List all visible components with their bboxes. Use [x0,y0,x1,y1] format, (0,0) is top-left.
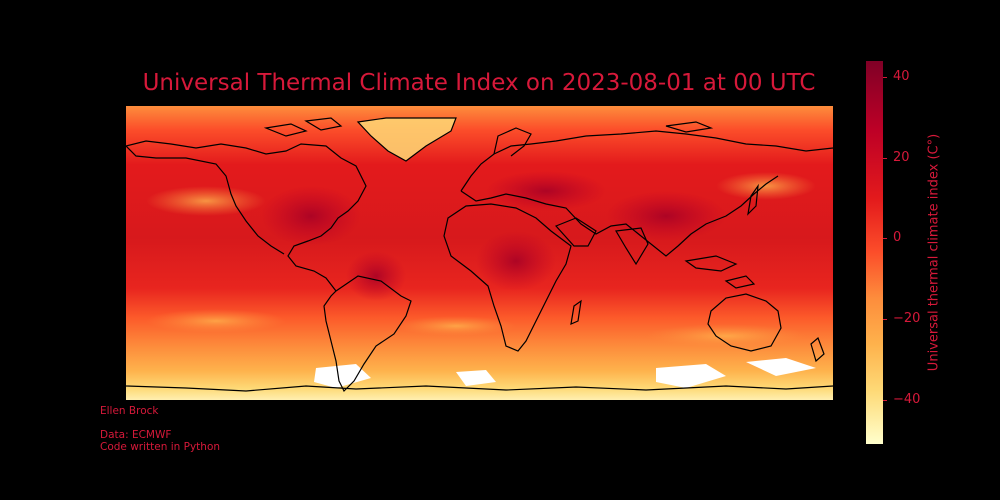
colorbar-tick-mark [883,399,887,401]
author-credit: Ellen Brock [100,405,159,417]
utci-world-map [126,106,833,400]
colorbar-label: Universal thermal climate index (C°) [926,133,942,372]
map-canvas [126,106,833,400]
coastlines [126,117,833,393]
colorbar-ticks: 40 20 0 −20 −40 [883,61,943,444]
colorbar-tick-label: 0 [893,230,902,246]
colorbar-tick-mark [883,157,887,159]
colorbar-tick-mark [883,77,887,79]
colorbar-tick-label: 20 [893,149,910,165]
colorbar [866,61,883,444]
map-title: Universal Thermal Climate Index on 2023-… [142,70,816,96]
code-credit: Code written in Python [100,441,221,453]
credits: Ellen Brock Data: ECMWF Code written in … [100,405,220,453]
colorbar-tick-label: 40 [893,69,910,85]
colorbar-tick-mark [883,319,887,321]
data-source-credit: Data: ECMWF [100,429,172,441]
colorbar-tick-mark [883,238,887,240]
colorbar-tick-label: −40 [893,391,921,407]
colorbar-tick-label: −20 [893,311,921,327]
